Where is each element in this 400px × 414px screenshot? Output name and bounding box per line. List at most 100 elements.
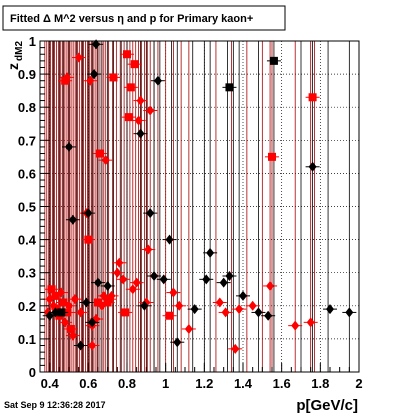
red-diamond-point [107,290,116,301]
black-diamond-point [68,214,77,225]
red-diamond-point [235,304,244,315]
black-diamond-point [45,310,54,321]
black-diamond-point [219,277,228,288]
black-diamond-point [190,304,199,315]
black-diamond-point [94,277,102,288]
x-tick-label: 1.4 [234,376,253,391]
red-square-point [84,235,93,244]
red-square-point [105,295,114,304]
y-tick-label: 0.1 [18,332,36,347]
red-diamond-point [74,52,83,63]
red-diamond-point [175,300,184,311]
x-tick-label: 0.6 [79,376,97,391]
black-diamond-point [173,337,182,348]
black-diamond-point [206,247,215,258]
black-diamond-point [254,307,263,318]
data-points [40,39,357,354]
red-diamond-point [88,340,97,351]
red-square-point [51,291,60,300]
red-diamond-point [221,307,230,318]
red-diamond-point [65,300,73,311]
date-stamp: Sat Sep 9 12:36:28 2017 [4,400,106,410]
red-diamond-point [169,287,178,298]
red-diamond-point [306,317,315,328]
black-diamond-point [308,161,317,172]
y-tick-label: 0 [29,365,36,380]
black-diamond-point [159,274,168,285]
red-diamond-point [184,323,193,334]
red-square-point [121,308,130,317]
red-diamond-point [132,277,141,288]
x-tick-label: 1.6 [273,376,291,391]
red-square-point [95,149,104,158]
red-square-point [94,298,102,307]
red-diamond-point [63,72,72,83]
y-axis-label-sub: dM2 [14,41,25,61]
red-square-point [61,76,70,85]
black-diamond-point [326,304,334,315]
black-diamond-point [165,234,174,245]
black-diamond-point [345,307,354,318]
y-tick-label: 0.2 [18,299,36,314]
red-square-point [66,324,75,333]
red-diamond-point [76,307,85,318]
red-diamond-point [248,300,257,311]
y-axis-label: z dM2 [5,41,25,70]
x-tick-label: 0.4 [41,376,60,391]
y-tick-label: 0.6 [18,166,36,181]
title-box [2,5,286,31]
red-diamond-point [291,320,300,331]
red-diamond-point [215,297,224,308]
black-diamond-point [146,208,155,219]
red-diamond-point [144,244,153,255]
red-square-point [268,152,276,161]
black-diamond-point [140,300,149,311]
black-diamond-point [225,271,234,282]
red-square-point [124,113,133,122]
y-axis-label-main: z [5,63,21,70]
black-square-point [225,83,234,92]
red-diamond-point [86,75,95,86]
x-tick-label: 1.8 [311,376,329,391]
black-diamond-point [65,141,73,152]
red-diamond-point [57,287,66,298]
y-tick-label: 1 [29,34,36,49]
black-diamond-point [84,208,93,219]
red-diamond-point [128,284,137,295]
red-square-point [165,311,174,320]
x-tick-label: 1 [162,376,169,391]
red-diamond-point [101,155,110,166]
black-diamond-point [90,69,99,80]
y-tick-label: 0.7 [18,133,36,148]
y-tick-label: 0.3 [18,266,36,281]
red-diamond-point [136,95,145,106]
black-diamond-point [92,39,101,50]
red-square-point [59,298,68,307]
red-diamond-point [134,115,143,126]
black-diamond-point [103,280,112,291]
x-tick-label: 0.8 [118,376,136,391]
red-diamond-point [61,317,70,328]
black-diamond-point [136,128,145,139]
axis-ticks: 0.4 0.6 0.8 1 1.2 1.4 1.6 1.8 2 0 0.1 0.2 0.3 0.4 0.5 0… [18,34,363,391]
black-diamond-point [153,75,162,86]
x-tick-label: 2 [355,376,362,391]
red-diamond-point [68,330,77,341]
black-square-point [57,308,66,317]
black-diamond-point [88,317,97,328]
red-square-point [126,83,135,92]
black-diamond-point [264,310,273,321]
x-tick-label: 1.2 [195,376,213,391]
y-tick-label: 0.4 [18,233,37,248]
red-square-point [47,285,56,294]
red-square-point [109,73,118,82]
y-tick-label: 0.5 [18,200,36,215]
y-tick-label: 0.9 [18,67,36,82]
chart-title: Fitted Δ M^2 versus η and p for Primary … [10,13,253,25]
black-diamond-point [76,340,85,351]
y-tick-label: 0.8 [18,100,36,115]
red-diamond-point [119,274,128,285]
black-square-point [269,56,278,65]
x-axis-label: p[GeV/c] [296,397,358,414]
